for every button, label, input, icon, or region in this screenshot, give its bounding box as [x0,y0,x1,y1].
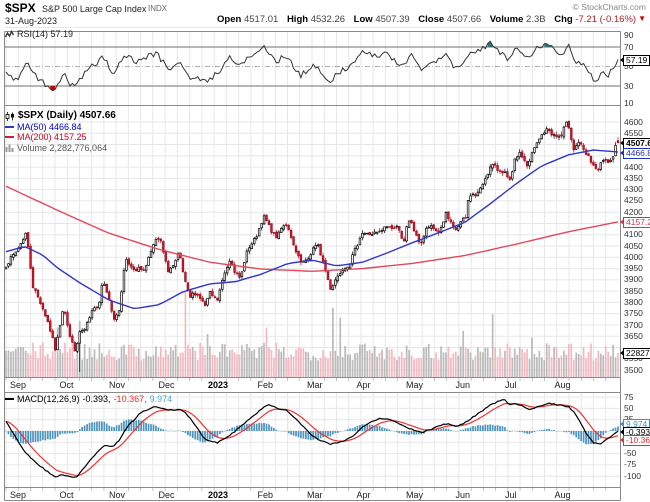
copyright: © StockCharts.com [572,2,646,12]
rsi-tick: 10 [624,97,634,108]
volume-bars-icon [5,144,14,152]
month-label: Dec [158,490,175,500]
month-label: Feb [257,380,274,390]
price-tick: 4600 [624,116,643,127]
month-label: Apr [356,380,371,390]
chart-date: 31-Aug-2023 [5,16,58,26]
price-tick: 3700 [624,319,643,330]
price-tick: 3750 [624,308,643,319]
macd-tick: 75 [624,391,634,402]
price-legend-label: $SPX (Daily) 4507.66 [18,110,116,121]
month-label: Feb [257,490,274,500]
price-tick: 4200 [624,206,643,217]
chg-label: Chg [554,14,573,25]
ma50-value-box: 4466.84 [620,148,650,159]
month-label: 2023 [208,380,229,390]
month-label: Aug [554,380,571,390]
quote-line: Open 4517.01 High 4532.26 Low 4507.39 Cl… [211,14,646,25]
rsi-tick: 50 [624,61,634,71]
month-label: Jun [455,490,471,500]
price-tick: 4000 [624,251,643,262]
rsi-value-box: 57.19 [619,55,650,66]
exchange-tag: INDX [148,4,168,13]
price-tick: 3650 [624,330,643,341]
month-label: Jun [455,380,471,390]
price-tick: 4300 [624,184,643,195]
price-tick: 3900 [624,274,643,285]
chg-down-triangle-icon: ▼ [638,14,646,23]
month-label: Dec [158,380,175,390]
rsi-legend-label: RSI(14) 57.19 [17,29,74,39]
open-value: 4517.01 [243,14,279,25]
symbol-name: S&P 500 Large Cap Index [42,4,147,14]
month-label: May [406,490,424,500]
close-label: Close [418,14,445,25]
ma200-legend-label: MA(200) 4157.25 [17,132,87,142]
macd-line-value: -0.393, [82,394,111,404]
macd-swatch [5,398,14,400]
month-label: Apr [356,490,371,500]
price-legend: $SPX (Daily) 4507.66 MA(50) 4466.84 MA(2… [5,110,116,153]
month-label: Nov [109,490,126,500]
rsi-tick: 30 [624,80,634,91]
volume-value: 2.3B [526,14,546,25]
high-value: 4532.26 [310,14,346,25]
price-tick: 3800 [624,296,643,307]
month-label: Mar [307,490,323,500]
ma200-swatch [5,136,14,139]
month-label: Jul [505,490,517,500]
month-label: Oct [59,490,74,500]
price-tick: 4100 [624,229,643,240]
rsi-tick: 70 [624,41,634,52]
volume-label: Volume [489,14,524,25]
chg-value: -7.21 (-0.16%) [575,14,637,25]
month-label: May [406,380,424,390]
price-tick: 3850 [624,285,643,296]
high-label: High [286,14,309,25]
macd-hist-value: 9.974 [149,394,173,404]
month-label: Oct [59,380,74,390]
price-tick: 4050 [624,240,643,251]
ma50-legend-label: MA(50) 4466.84 [17,121,82,132]
open-label: Open [217,14,242,25]
low-label: Low [353,14,373,25]
indicator-icon [5,29,14,37]
month-label: Sep [10,380,27,390]
rsi-legend: RSI(14) 57.19 [5,29,73,39]
volume-value-box: 2282776 [619,348,650,359]
symbol: $SPX [5,1,36,15]
macd-legend-name: MACD(12,26,9) [17,394,80,404]
macd-signal-box: -10.367 [620,435,650,446]
rsi-tick: 90 [624,29,634,40]
macd-tick: 50 [624,402,634,413]
macd-legend: MACD(12,26,9) -0.393, -10.367, 9.974 [5,394,172,404]
macd-tick: -50 [624,448,637,459]
month-label: Jul [505,380,517,390]
month-label: Aug [554,490,571,500]
ma50-swatch [5,125,14,128]
macd-tick: -75 [624,459,637,470]
month-label: Mar [307,380,323,390]
price-tick: 4550 [624,127,643,138]
price-tick: 3500 [624,364,643,375]
macd-tick: -100 [624,470,642,481]
price-tick: 4400 [624,161,643,172]
month-label: 2023 [208,490,229,500]
ma200-value-box: 4157.25 [620,217,650,228]
price-tick: 4250 [624,195,643,206]
candlestick-icon [5,111,14,121]
macd-signal-value: -10.367, [113,394,147,404]
price-tick: 3950 [624,263,643,274]
price-tick: 4350 [624,172,643,183]
low-value: 4507.39 [375,14,410,25]
volume-legend-label: Volume 2,282,776,064 [17,142,108,153]
month-label: Nov [109,380,126,390]
close-value: 4507.66 [446,14,482,25]
month-label: Sep [10,490,27,500]
